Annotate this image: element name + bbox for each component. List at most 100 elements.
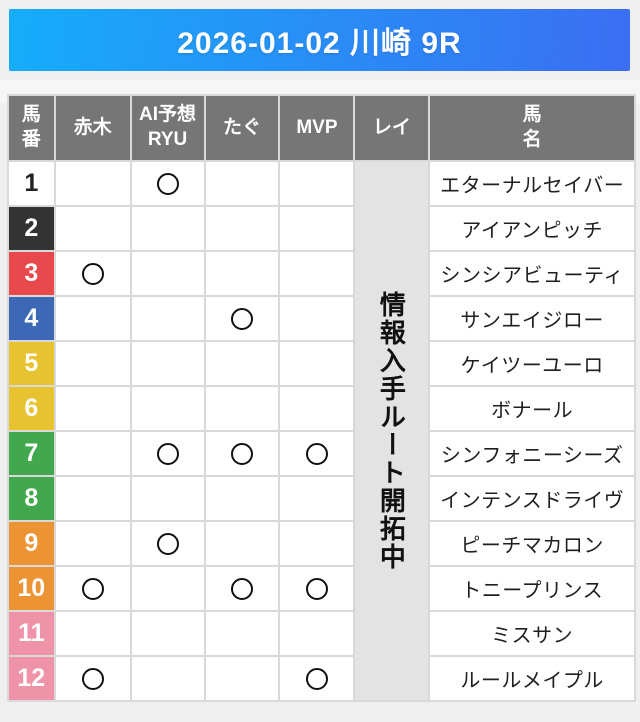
horse-number-cell: 9 [7,520,56,567]
pick-mark-cell-akagi [53,475,132,522]
table-row: 4 サンエイジロー [7,295,636,342]
horse-name-cell: ミスサン [428,610,636,657]
pick-mark-cell-akagi [53,655,132,702]
pick-mark-cell-akagi [53,430,132,477]
table-row: 10 トニープリンス [7,565,636,612]
pick-mark-cell-mvp [278,160,356,207]
pick-mark-cell-akagi [53,250,132,297]
pick-mark-cell-akagi [53,565,132,612]
table-row: 11 ミスサン [7,610,636,657]
pick-mark-cell-tagu [203,160,281,207]
horse-name-cell: サンエイジロー [428,295,636,342]
table-row: 3 シンシアビューティ [7,250,636,297]
pick-mark-cell-mvp [278,430,356,477]
pick-mark-cell-akagi [53,340,132,387]
prediction-table: 馬 番赤木 AI予想 RYU たぐ MVP レイ馬 名 1 情報入手ルート開拓中 エターナル… [7,94,636,702]
horse-number-cell: 6 [7,385,56,432]
table-row: 7 シンフォニーシーズ [7,430,636,477]
pick-mark-cell-ai-yosou-ryu [129,565,206,612]
circle-mark-icon [156,442,179,465]
pick-mark-cell-tagu [203,475,281,522]
table-header-row: 馬 番赤木 AI予想 RYU たぐ MVP レイ馬 名 [7,94,636,162]
pick-mark-cell-mvp [278,520,356,567]
horse-name-cell: シンフォニーシーズ [428,430,636,477]
horse-number-cell: 11 [7,610,56,657]
pick-mark-cell-ai-yosou-ryu [129,205,206,252]
horse-name-cell: ボナール [428,385,636,432]
table-row: 2 アイアンピッチ [7,205,636,252]
circle-mark-icon [81,667,104,690]
horse-name-cell: エターナルセイバー [428,160,636,207]
horse-name-cell: インテンスドライヴ [428,475,636,522]
table-row: 1 情報入手ルート開拓中 エターナルセイバー [7,160,636,702]
table-row: 12 ルールメイプル [7,655,636,702]
pick-mark-cell-akagi [53,295,132,342]
circle-mark-icon [230,442,253,465]
pick-mark-cell-ai-yosou-ryu [129,430,206,477]
table-row: 6 ボナール [7,385,636,432]
circle-mark-icon [230,577,253,600]
column-header-ai-yosou-ryu: AI予想 RYU [129,94,206,162]
pick-mark-cell-tagu [203,430,281,477]
pick-mark-cell-tagu [203,250,281,297]
column-header-mvp: MVP [278,94,356,162]
column-header-umamei: 馬 名 [428,94,636,162]
pick-mark-cell-ai-yosou-ryu [129,610,206,657]
pick-mark-cell-tagu [203,520,281,567]
horse-number-cell: 8 [7,475,56,522]
horse-name-cell: アイアンピッチ [428,205,636,252]
pick-mark-cell-tagu [203,655,281,702]
pick-mark-cell-tagu [203,385,281,432]
horse-name-cell: トニープリンス [428,565,636,612]
column-header-rei: レイ [353,94,431,162]
pick-mark-cell-akagi [53,520,132,567]
horse-number-cell: 5 [7,340,56,387]
pick-mark-cell-mvp [278,250,356,297]
horse-name-cell: ピーチマカロン [428,520,636,567]
circle-mark-icon [156,172,179,195]
horse-name-cell: ケイツーユーロ [428,340,636,387]
pick-mark-cell-mvp [278,565,356,612]
pick-mark-cell-akagi [53,385,132,432]
column-header-umaban: 馬 番 [7,94,56,162]
horse-number-cell: 2 [7,205,56,252]
pick-mark-cell-tagu [203,565,281,612]
race-title: 2026-01-02 川崎 9R [177,27,462,60]
pick-mark-cell-mvp [278,610,356,657]
pick-mark-cell-mvp [278,385,356,432]
pick-mark-cell-ai-yosou-ryu [129,475,206,522]
pick-mark-cell-ai-yosou-ryu [129,655,206,702]
pick-mark-cell-akagi [53,205,132,252]
horse-number-cell: 10 [7,565,56,612]
pick-mark-cell-ai-yosou-ryu [129,160,206,207]
circle-mark-icon [305,667,328,690]
circle-mark-icon [156,532,179,555]
horse-number-cell: 1 [7,160,56,207]
pick-mark-cell-tagu [203,610,281,657]
pick-mark-cell-ai-yosou-ryu [129,295,206,342]
circle-mark-icon [230,307,253,330]
pick-mark-cell-akagi [53,160,132,207]
circle-mark-icon [305,577,328,600]
pick-mark-cell-mvp [278,655,356,702]
horse-number-cell: 7 [7,430,56,477]
horse-number-cell: 4 [7,295,56,342]
pick-mark-cell-ai-yosou-ryu [129,385,206,432]
horse-name-cell: シンシアビューティ [428,250,636,297]
circle-mark-icon [305,442,328,465]
page: { "race_header": { "title": "2026-01-02 … [0,9,640,722]
horse-number-cell: 3 [7,250,56,297]
circle-mark-icon [81,262,104,285]
race-header-banner: 2026-01-02 川崎 9R [9,9,630,71]
pick-mark-cell-tagu [203,340,281,387]
pick-mark-cell-tagu [203,295,281,342]
pick-mark-cell-ai-yosou-ryu [129,520,206,567]
route-notice-text: 情報入手ルート開拓中 [376,291,407,571]
header-row: 馬 番赤木 AI予想 RYU たぐ MVP レイ馬 名 [7,94,636,162]
horse-name-cell: ルールメイプル [428,655,636,702]
pick-mark-cell-mvp [278,205,356,252]
column-header-tagu: たぐ [203,94,281,162]
pick-mark-cell-tagu [203,205,281,252]
pick-mark-cell-ai-yosou-ryu [129,250,206,297]
pick-mark-cell-mvp [278,340,356,387]
